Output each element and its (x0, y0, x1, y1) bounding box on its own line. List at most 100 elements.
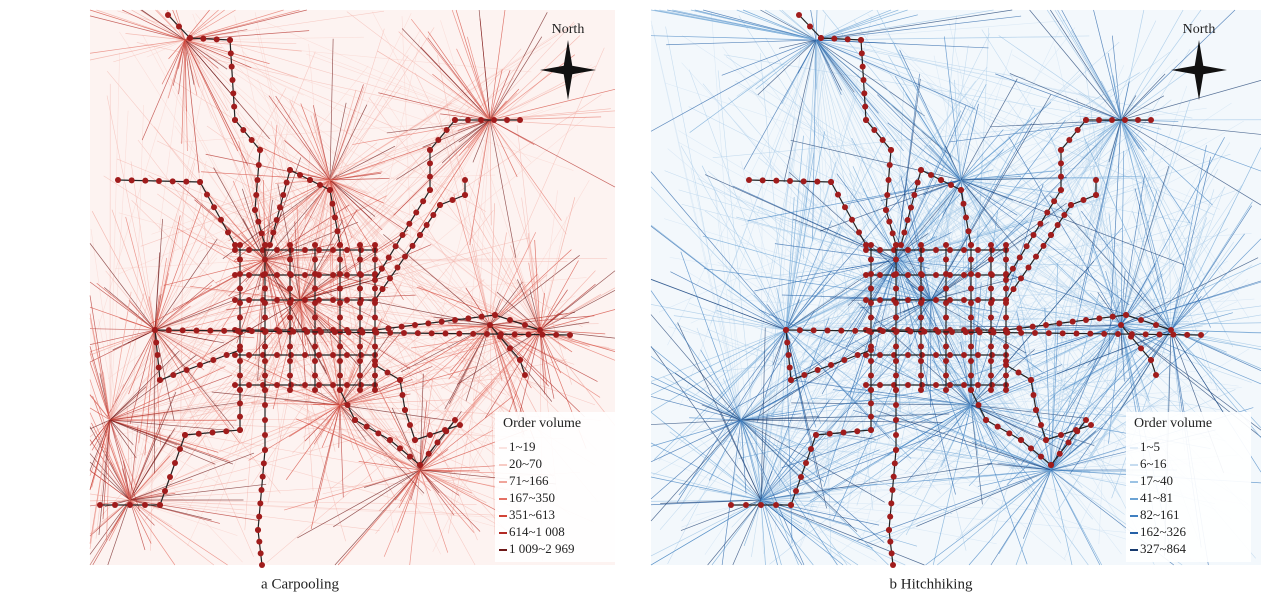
flow-line (760, 497, 811, 501)
metro-station (465, 117, 471, 123)
flow-line (714, 192, 742, 421)
metro-station (274, 272, 280, 278)
flow-line (285, 404, 341, 481)
metro-station (947, 352, 953, 358)
flow-line (1089, 292, 1122, 326)
flow-line (1043, 326, 1172, 331)
flow-line (106, 419, 111, 541)
flow-line (1120, 119, 1219, 392)
flow-line (299, 252, 492, 301)
metro-station (504, 117, 510, 123)
flow-line (960, 179, 1019, 251)
metro-station (387, 329, 394, 336)
flow-line (740, 392, 793, 421)
flow-line (1050, 169, 1219, 471)
flow-line (1120, 119, 1140, 150)
flow-line (489, 69, 503, 121)
metro-station (176, 23, 182, 30)
metro-station (844, 36, 851, 43)
flow-line (89, 419, 111, 446)
flow-line (1120, 119, 1145, 152)
flow-line (1120, 9, 1184, 121)
flow-line (184, 39, 200, 173)
metro-station (332, 214, 338, 221)
flow-line (1170, 329, 1261, 334)
flow-line (109, 374, 233, 421)
flow-line (1061, 9, 1122, 121)
flow-line (756, 205, 897, 261)
metro-station (893, 417, 899, 423)
flow-line (815, 39, 1022, 135)
flow-line (1107, 53, 1122, 121)
flow-line (154, 65, 369, 331)
metro-station (863, 352, 869, 358)
flow-line (815, 39, 1026, 79)
flow-line (284, 140, 331, 181)
flow-line (1170, 314, 1261, 331)
flow-line (89, 394, 111, 421)
flow-line (1015, 469, 1052, 566)
metro-station (312, 343, 318, 350)
metro-station (337, 358, 343, 364)
flow-line (539, 270, 596, 331)
metro-station (170, 372, 177, 378)
metro-station (484, 331, 490, 337)
flow-line (422, 119, 491, 148)
flow-line (516, 279, 541, 331)
flow-line (329, 146, 349, 181)
flow-line (662, 376, 742, 421)
flow-line (650, 329, 787, 395)
metro-station (283, 179, 290, 186)
metro-station (1068, 202, 1074, 208)
metro-station (276, 328, 283, 335)
flow-line (154, 329, 225, 344)
metro-station (312, 285, 318, 292)
metro-station (231, 103, 238, 110)
flow-line (339, 279, 485, 406)
flow-line (393, 119, 491, 216)
flow-line (895, 84, 987, 261)
flow-line (916, 179, 962, 231)
flow-line (681, 35, 1122, 326)
flow-line (184, 39, 223, 49)
flow-line (960, 127, 1042, 181)
flow-line (1037, 119, 1122, 267)
flow-line (1050, 426, 1104, 471)
metro-station (337, 285, 343, 292)
flow-line (1094, 119, 1122, 161)
flow-line (154, 238, 218, 331)
flow-line (788, 171, 932, 301)
flow-line (489, 88, 616, 121)
legend-label: 1 009~2 969 (509, 541, 575, 556)
flow-line (308, 43, 341, 406)
flow-line (650, 442, 762, 501)
flow-line (184, 39, 249, 166)
flow-line (154, 257, 167, 331)
flow-line (131, 9, 186, 41)
metro-station (228, 63, 235, 70)
metro-station (1074, 127, 1081, 133)
flow-line (333, 469, 421, 528)
flow-line (1016, 311, 1052, 471)
flow-line (168, 39, 186, 60)
metro-station (330, 272, 336, 278)
metro-station (1080, 197, 1087, 203)
metro-station (316, 382, 322, 388)
flow-line (329, 145, 396, 181)
metro-station (947, 247, 953, 253)
flow-line (539, 329, 616, 339)
flow-line (913, 324, 1122, 429)
metro-station (728, 502, 734, 508)
metro-station (287, 372, 293, 379)
flow-line (1008, 467, 1052, 471)
flow-line (293, 179, 331, 351)
metro-station (824, 327, 831, 334)
metro-station (302, 272, 308, 278)
metro-station (399, 392, 406, 398)
metro-station (1142, 331, 1149, 338)
metro-station (905, 352, 911, 358)
flow-line (232, 180, 266, 261)
metro-station (152, 327, 158, 333)
flow-line (184, 39, 302, 52)
flow-line (1170, 233, 1245, 331)
